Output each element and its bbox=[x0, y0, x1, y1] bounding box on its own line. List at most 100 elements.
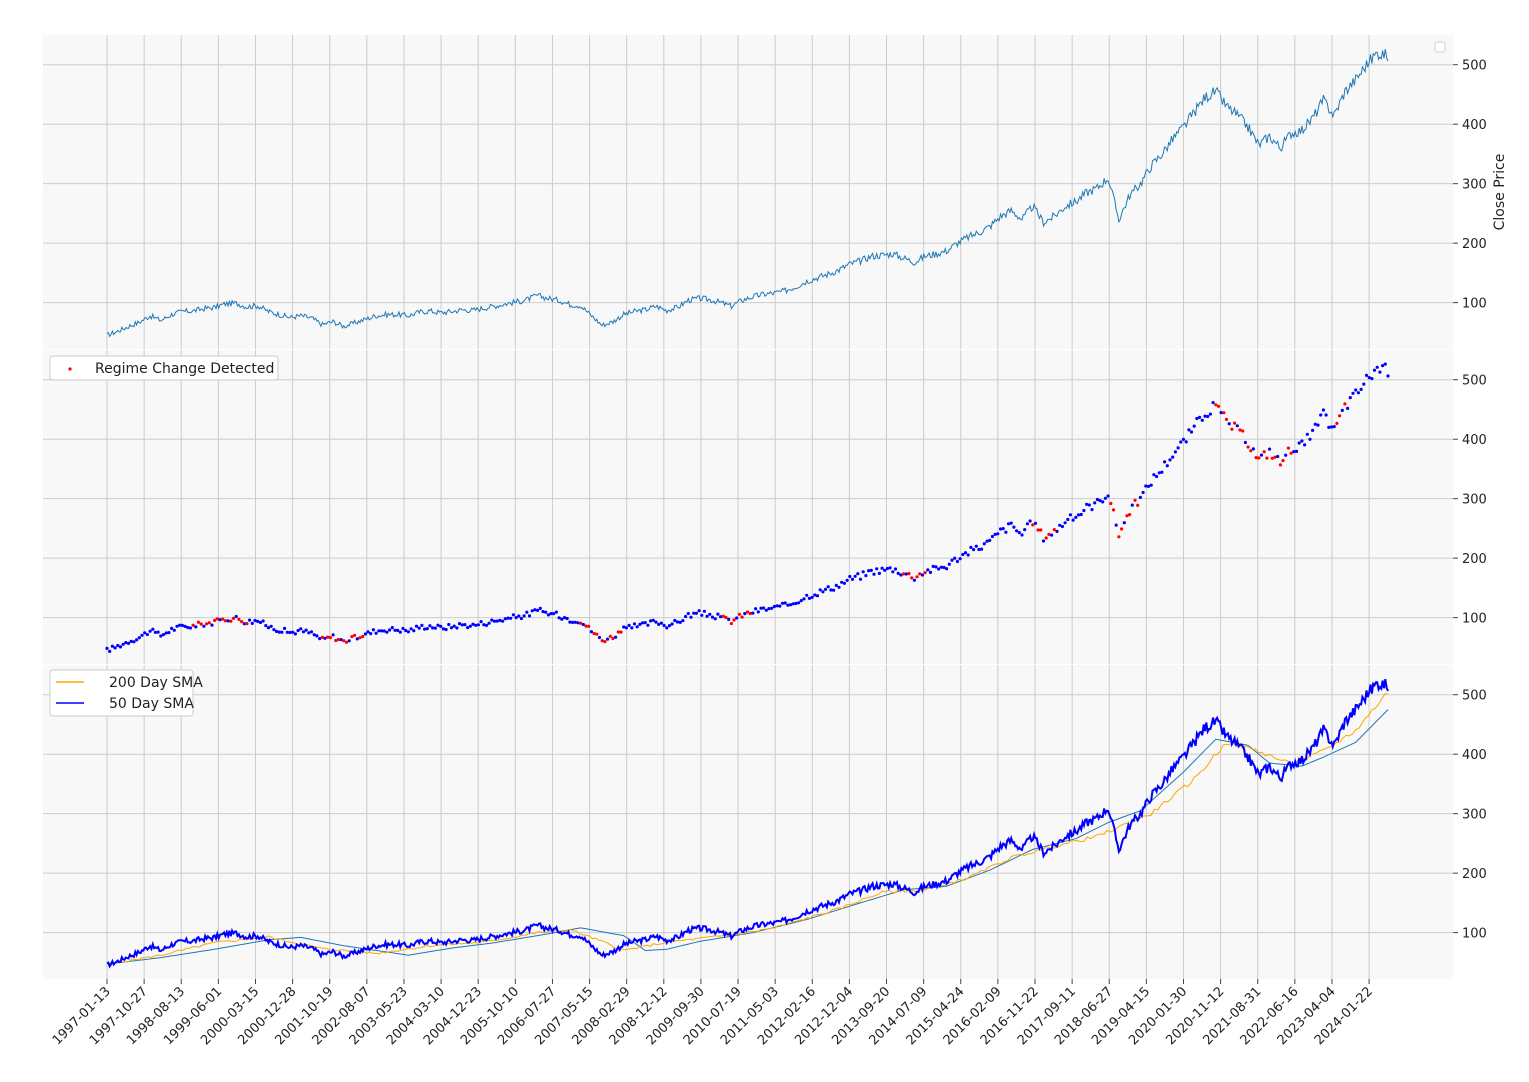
price-point bbox=[931, 564, 935, 569]
regime-change-point bbox=[1039, 528, 1043, 532]
price-point bbox=[665, 626, 669, 630]
price-point bbox=[1165, 464, 1169, 468]
price-point bbox=[719, 615, 723, 619]
regime-change-point bbox=[1216, 404, 1221, 408]
price-point bbox=[1340, 408, 1344, 412]
regime-change-point bbox=[1120, 527, 1124, 531]
price-point bbox=[388, 628, 392, 632]
price-point bbox=[805, 593, 809, 597]
price-point bbox=[708, 612, 712, 616]
regime-change-point bbox=[240, 620, 244, 624]
price-point bbox=[845, 578, 849, 582]
price-point bbox=[869, 568, 873, 573]
price-point bbox=[850, 577, 855, 581]
price-point bbox=[492, 619, 497, 623]
price-point bbox=[151, 627, 155, 631]
price-point bbox=[1305, 432, 1309, 436]
regime-change-point bbox=[745, 610, 750, 614]
price-point bbox=[770, 606, 774, 610]
price-point bbox=[1321, 408, 1325, 412]
price-point bbox=[1303, 443, 1307, 447]
price-point bbox=[285, 630, 289, 634]
price-point bbox=[1157, 471, 1161, 475]
price-point bbox=[525, 610, 529, 614]
price-point bbox=[966, 553, 970, 557]
price-point bbox=[167, 631, 171, 635]
price-point bbox=[1090, 508, 1094, 512]
price-point bbox=[651, 618, 655, 622]
price-point bbox=[1028, 519, 1032, 523]
regime-change-point bbox=[1265, 456, 1269, 460]
y-tick-label: 400 bbox=[1462, 118, 1487, 133]
y-tick-label: 500 bbox=[1462, 374, 1487, 389]
price-point bbox=[1101, 500, 1105, 504]
price-point bbox=[431, 626, 435, 630]
price-point bbox=[562, 616, 567, 620]
price-point bbox=[501, 619, 505, 623]
price-point bbox=[1004, 530, 1008, 534]
price-point bbox=[135, 638, 139, 642]
price-point bbox=[132, 640, 136, 644]
price-point bbox=[684, 614, 688, 619]
price-point bbox=[377, 629, 381, 633]
regime-change-point bbox=[1246, 445, 1250, 449]
price-point bbox=[797, 601, 801, 605]
price-point bbox=[248, 618, 252, 622]
price-point bbox=[517, 614, 521, 618]
regime-change-point bbox=[1338, 414, 1342, 418]
price-point bbox=[856, 572, 860, 576]
regime-change-point bbox=[740, 615, 744, 619]
price-point bbox=[821, 590, 825, 594]
price-point bbox=[1041, 539, 1046, 543]
price-point bbox=[1200, 418, 1204, 422]
price-point bbox=[1106, 494, 1110, 498]
price-point bbox=[667, 624, 672, 628]
price-point bbox=[818, 588, 822, 592]
regime-change-point bbox=[215, 617, 219, 621]
price-point bbox=[772, 604, 777, 609]
regime-change-point bbox=[608, 634, 612, 638]
price-point bbox=[802, 597, 806, 601]
price-point bbox=[1068, 513, 1072, 517]
price-point bbox=[571, 620, 575, 625]
price-point bbox=[533, 608, 537, 612]
price-point bbox=[546, 613, 551, 617]
price-point bbox=[256, 619, 260, 624]
price-point bbox=[713, 617, 717, 621]
regime-change-point bbox=[334, 638, 338, 643]
regime-change-point bbox=[1224, 417, 1229, 421]
regime-change-point bbox=[237, 617, 241, 622]
price-point bbox=[164, 631, 168, 635]
price-point bbox=[1146, 484, 1151, 488]
price-point bbox=[988, 538, 992, 543]
price-point bbox=[1319, 413, 1323, 417]
price-point bbox=[159, 634, 163, 638]
price-point bbox=[834, 583, 838, 588]
price-point bbox=[597, 635, 602, 640]
regime-change-point bbox=[358, 636, 362, 640]
price-point bbox=[1203, 414, 1207, 418]
price-point bbox=[735, 616, 739, 620]
price-point bbox=[1308, 437, 1312, 441]
price-point bbox=[1082, 508, 1086, 513]
price-point bbox=[627, 623, 631, 628]
price-point bbox=[1176, 446, 1180, 450]
price-point bbox=[1103, 496, 1107, 500]
price-point bbox=[1017, 531, 1021, 535]
price-point bbox=[183, 624, 187, 629]
price-point bbox=[1050, 533, 1054, 537]
y-tick-label: 500 bbox=[1462, 689, 1487, 704]
price-point bbox=[635, 625, 639, 629]
price-point bbox=[686, 611, 690, 616]
price-point bbox=[1383, 362, 1387, 366]
price-point bbox=[826, 585, 830, 589]
regime-change-point bbox=[1036, 528, 1040, 532]
regime-change-point bbox=[592, 631, 596, 636]
price-point bbox=[985, 539, 989, 543]
price-point bbox=[1152, 473, 1156, 477]
price-point bbox=[883, 568, 887, 572]
price-point bbox=[503, 617, 507, 621]
price-point bbox=[813, 593, 817, 597]
price-point bbox=[406, 630, 410, 634]
sma200-legend-label: 200 Day SMA bbox=[109, 675, 203, 691]
